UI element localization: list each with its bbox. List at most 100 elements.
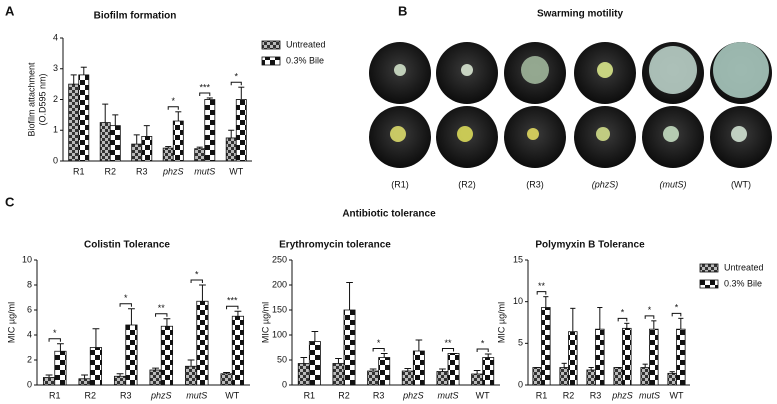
significance-label: * — [53, 328, 57, 338]
y-tick-label: 15 — [513, 254, 523, 264]
significance-bracket — [536, 291, 547, 295]
error-bar — [439, 368, 446, 372]
x-tick-label: mutS — [437, 390, 458, 400]
error-bar — [473, 370, 481, 374]
x-tick-label: R3 — [136, 166, 148, 176]
x-tick-label: phzS — [150, 390, 172, 400]
bar — [225, 137, 237, 162]
plate-image — [574, 42, 636, 104]
y-tick-label: 0 — [27, 379, 32, 389]
error-bar — [45, 374, 53, 378]
error-bar — [543, 296, 549, 308]
x-tick-label: phzS — [402, 390, 424, 400]
panel-title: Swarming motility — [537, 9, 624, 20]
chart-title: Polymyxin B Tolerance — [535, 240, 645, 251]
y-tick-label: 5 — [518, 338, 523, 348]
bar — [149, 369, 162, 386]
bar — [297, 363, 310, 386]
x-tick-label: WT — [225, 390, 239, 400]
bar — [568, 331, 578, 386]
y-axis-label: MIC µg/ml — [6, 302, 16, 343]
plate-label: (WT) — [731, 179, 751, 189]
bar — [160, 325, 174, 386]
y-tick-label: 0 — [282, 379, 287, 389]
error-bar — [57, 343, 64, 352]
plate-image — [710, 106, 772, 168]
significance-label: *** — [199, 82, 210, 92]
error-bar — [597, 307, 603, 330]
x-tick-label: R3 — [590, 390, 602, 400]
x-tick-label: R2 — [338, 390, 350, 400]
panel-letter: A — [5, 3, 15, 18]
error-bar — [163, 318, 171, 327]
error-bar — [116, 373, 124, 377]
x-tick-label: WT — [670, 390, 684, 400]
error-bar — [380, 353, 388, 358]
x-tick-label: mutS — [194, 166, 215, 176]
error-bar — [223, 372, 230, 374]
error-bar — [187, 359, 195, 367]
significance-bracket — [119, 303, 132, 307]
error-bar — [484, 353, 492, 358]
legend-label: Untreated — [286, 39, 326, 49]
plate-image — [574, 106, 636, 168]
significance-label: * — [234, 72, 238, 82]
bar — [613, 367, 623, 386]
error-bar — [669, 371, 675, 374]
error-bar — [346, 282, 353, 310]
bar — [220, 373, 233, 386]
bar — [622, 327, 632, 386]
legend-swatch — [261, 56, 281, 66]
y-axis-label: MIC µg/ml — [260, 302, 270, 343]
panel-letter: C — [5, 194, 15, 209]
y-tick-label: 0 — [518, 379, 523, 389]
error-bar — [102, 103, 109, 123]
x-tick-label: phzS — [611, 390, 633, 400]
bar — [131, 143, 143, 162]
x-tick-label: R2 — [84, 390, 96, 400]
significance-label: ** — [158, 303, 166, 313]
bar — [640, 367, 650, 386]
error-bar — [70, 74, 77, 85]
bar — [99, 122, 111, 162]
error-bar — [624, 322, 630, 329]
x-tick-label: phzS — [162, 166, 184, 176]
bar — [42, 377, 56, 386]
bar — [54, 350, 67, 386]
significance-bracket — [644, 315, 655, 319]
x-tick-label: WT — [476, 390, 490, 400]
y-tick-label: 3 — [53, 63, 58, 73]
significance-bracket — [199, 92, 211, 96]
y-axis-label: Biofilm attachment — [26, 62, 36, 137]
plate-image — [710, 42, 772, 104]
bar — [109, 125, 121, 162]
bar — [401, 370, 414, 386]
bar — [141, 135, 153, 162]
bar — [125, 324, 138, 386]
significance-label: * — [171, 96, 175, 106]
bar — [194, 148, 206, 162]
bar — [482, 357, 495, 386]
error-bar — [81, 374, 88, 379]
significance-bracket — [190, 279, 203, 283]
y-tick-label: 10 — [22, 254, 32, 264]
bar — [667, 372, 677, 386]
x-tick-label: mutS — [639, 390, 660, 400]
error-bar — [561, 362, 567, 368]
error-bar — [199, 284, 206, 302]
bar — [68, 83, 80, 162]
error-bar — [570, 307, 576, 332]
x-tick-label: R3 — [120, 390, 132, 400]
plate-label: (R3) — [526, 179, 544, 189]
bar — [595, 328, 605, 386]
significance-label: * — [377, 338, 381, 348]
error-bar — [152, 367, 159, 370]
bar — [676, 328, 686, 386]
significance-label: * — [675, 303, 679, 313]
significance-bracket — [230, 81, 242, 86]
plate-image — [504, 106, 566, 168]
x-tick-label: R1 — [304, 390, 316, 400]
error-bar — [335, 358, 342, 364]
significance-label: * — [481, 338, 485, 348]
error-bar — [165, 146, 172, 149]
